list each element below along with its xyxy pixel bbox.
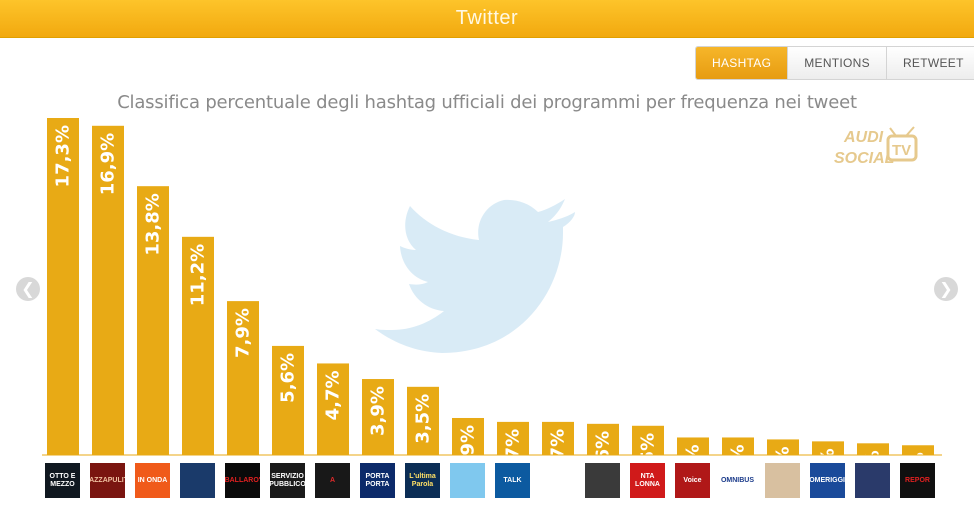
bar-value-label: 16,9% xyxy=(98,133,119,195)
category-logo-pomeriggio: POMERIGGIO xyxy=(810,463,845,498)
bar-13[interactable] xyxy=(587,423,619,455)
category-logo-otto-e-mezzo: OTTO E MEZZO xyxy=(45,463,80,498)
bar-1[interactable] xyxy=(47,118,79,455)
category-logo-the-voice: Voice xyxy=(675,463,710,498)
bar-5[interactable] xyxy=(227,301,259,455)
tab-retweet[interactable]: RETWEET xyxy=(885,47,974,79)
category-logo-ballaro: BALLARO' xyxy=(225,463,260,498)
category-logo-l-ultima-parola: L'ultima Parola xyxy=(405,463,440,498)
tab-hashtag[interactable]: HASHTAG xyxy=(696,47,788,79)
bar-value-label: 3,5% xyxy=(413,394,434,444)
logo-tv: TV xyxy=(892,142,911,159)
bar-20[interactable] xyxy=(902,445,934,455)
category-logo-servizio-pubblico: SERVIZIO PUBBLICO xyxy=(270,463,305,498)
bar-3[interactable] xyxy=(137,186,169,455)
bar-4[interactable] xyxy=(182,236,214,455)
bar-7[interactable] xyxy=(317,363,349,455)
bar-2[interactable] xyxy=(92,125,124,456)
metric-tabs: HASHTAG MENTIONS RETWEET xyxy=(695,46,974,80)
category-logo-virus xyxy=(585,463,620,498)
bar-8[interactable] xyxy=(362,379,394,455)
bar-value-label: 11,2% xyxy=(188,244,209,306)
bar-19[interactable] xyxy=(857,443,889,455)
bar-14[interactable] xyxy=(632,425,664,455)
twitter-bird-watermark xyxy=(375,199,575,353)
tab-mentions[interactable]: MENTIONS xyxy=(787,47,886,79)
logo-line1: AUDI xyxy=(843,129,884,146)
category-logo-quinta-colonna-logo xyxy=(540,463,575,498)
bar-value-label: 4,7% xyxy=(323,370,344,420)
bar-18[interactable] xyxy=(812,441,844,455)
header-title: Twitter xyxy=(455,7,519,29)
category-logo-in-onda: IN ONDA xyxy=(135,463,170,498)
bar-value-label: 1,9% xyxy=(458,425,479,475)
bar-value-label: 7,9% xyxy=(233,308,254,358)
bar-value-label: 17,3% xyxy=(53,125,74,187)
logo-line2: SOCIAL xyxy=(834,150,894,167)
category-logo-report: REPOR xyxy=(900,463,935,498)
bar-12[interactable] xyxy=(542,421,574,455)
bar-9[interactable] xyxy=(407,386,439,455)
bar-15[interactable] xyxy=(677,437,709,455)
bar-10[interactable] xyxy=(452,417,484,455)
chevron-left-icon[interactable]: ❮ xyxy=(16,277,40,301)
category-logo-omnibus: OMNIBUS xyxy=(720,463,755,498)
bar-17[interactable] xyxy=(767,439,799,455)
category-logo-talk-show-studio xyxy=(180,463,215,498)
bar-value-label: 13,8% xyxy=(143,193,164,255)
category-logo-agora: A xyxy=(315,463,350,498)
category-logo-porta-a-porta: PORTA PORTA xyxy=(360,463,395,498)
category-logo-la-gabbia xyxy=(765,463,800,498)
bar-value-label: 5,6% xyxy=(278,353,299,403)
header-bar: Twitter xyxy=(0,0,974,38)
bar-11[interactable] xyxy=(497,421,529,455)
bar-16[interactable] xyxy=(722,437,754,455)
category-logo-uno-mattina xyxy=(450,463,485,498)
chart-title: Classifica percentuale degli hashtag uff… xyxy=(117,92,857,113)
category-logo-tv-talk: TALK xyxy=(495,463,530,498)
category-logo-quinta-colonna: NTA LONNA xyxy=(630,463,665,498)
chevron-right-icon[interactable]: ❯ xyxy=(934,277,958,301)
category-logo-piazzapulita: PIAZZAPULITA xyxy=(90,463,125,498)
category-logo-announcer-photo xyxy=(855,463,890,498)
bar-value-label: 3,9% xyxy=(368,386,389,436)
audisocial-logo: AUDI SOCIAL TV xyxy=(834,126,918,167)
bar-6[interactable] xyxy=(272,345,304,455)
